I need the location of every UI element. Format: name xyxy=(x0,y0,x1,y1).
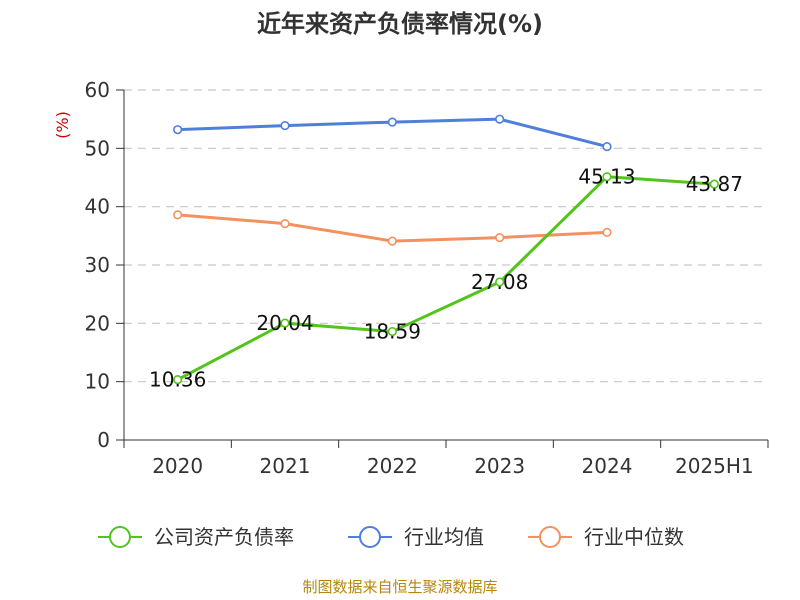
data-labels: 10.36 20.04 18.59 27.08 45.13 43.87 xyxy=(149,165,743,392)
legend-label: 公司资产负债率 xyxy=(154,525,294,549)
y-tick-label: 20 xyxy=(85,311,110,335)
y-tick-label: 30 xyxy=(85,253,110,277)
x-tick-label: 2025H1 xyxy=(675,454,754,478)
x-tick-label: 2023 xyxy=(474,454,525,478)
legend-item[interactable]: 行业均值 xyxy=(348,525,484,549)
data-label: 43.87 xyxy=(686,172,743,196)
data-label: 20.04 xyxy=(256,311,313,335)
data-point xyxy=(173,125,183,135)
data-label: 45.13 xyxy=(578,165,635,189)
chart-title: 近年来资产负债率情况(%) xyxy=(257,10,543,38)
legend-marker xyxy=(539,526,561,548)
series-line xyxy=(176,175,715,381)
y-tick-label: 50 xyxy=(85,136,110,160)
legend-label: 行业均值 xyxy=(404,525,484,549)
y-tick-label: 0 xyxy=(97,428,110,452)
data-point xyxy=(709,179,719,189)
y-tick-label: 60 xyxy=(85,78,110,102)
legend-item[interactable]: 行业中位数 xyxy=(528,525,684,549)
data-point xyxy=(173,374,183,385)
data-point xyxy=(280,120,290,131)
data-label: 27.08 xyxy=(471,270,528,294)
y-tick-label: 10 xyxy=(85,370,110,394)
x-tick-label: 2021 xyxy=(260,454,311,478)
data-label: 18.59 xyxy=(364,320,421,344)
data-point xyxy=(387,117,397,127)
legend-marker xyxy=(109,526,131,548)
x-tick-label: 2022 xyxy=(367,454,418,478)
y-axis-unit: (%) xyxy=(53,111,72,139)
data-point xyxy=(280,218,290,229)
data-point xyxy=(495,232,505,243)
series xyxy=(173,114,719,385)
data-point xyxy=(387,326,397,337)
y-tick-label: 40 xyxy=(85,195,110,219)
legend-item[interactable]: 公司资产负债率 xyxy=(98,525,294,549)
data-point xyxy=(495,277,505,287)
data-point xyxy=(280,318,290,328)
legend-marker xyxy=(359,526,381,548)
x-tick-label: 2020 xyxy=(152,454,203,478)
grid xyxy=(124,89,768,383)
data-point xyxy=(387,236,397,246)
data-point xyxy=(602,141,612,152)
x-tick-label: 2024 xyxy=(582,454,633,478)
data-label: 10.36 xyxy=(149,368,206,392)
legend[interactable]: 公司资产负债率 行业均值 行业中位数 xyxy=(98,525,684,549)
data-point xyxy=(173,210,183,220)
axes: 0 10 20 30 40 50 60 2020 2021 2022 2023 2024 2025H1 xyxy=(85,78,769,478)
source-note: 制图数据来自恒生聚源数据库 xyxy=(302,578,497,596)
legend-label: 行业中位数 xyxy=(584,525,684,549)
data-point xyxy=(602,172,612,182)
data-point xyxy=(602,227,612,237)
data-point xyxy=(495,114,505,124)
